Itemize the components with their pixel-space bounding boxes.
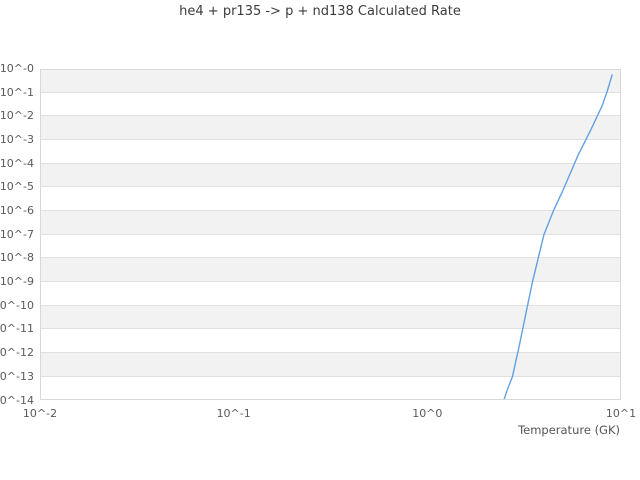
grid-band [40, 328, 621, 353]
gridline [40, 115, 621, 117]
y-tick-label: 10^-8 [0, 251, 34, 265]
gridline [40, 210, 621, 212]
grid-band [40, 376, 621, 400]
gridline [40, 139, 621, 141]
gridline [40, 328, 621, 330]
grid-band [40, 257, 621, 282]
y-tick-label: 10^-11 [0, 322, 34, 336]
y-tick-label: 10^-5 [0, 180, 34, 194]
gridline [40, 257, 621, 259]
gridline [40, 281, 621, 283]
rate-curve-line [503, 73, 613, 400]
rate-curve [503, 73, 613, 400]
gridline [40, 375, 621, 377]
x-tick-label: 10^0 [412, 407, 443, 420]
y-tick-label: 10^-0 [0, 62, 34, 75]
grid-band [40, 210, 621, 235]
y-tick-label: 10^-6 [0, 204, 34, 218]
y-tick-label: 10^-4 [0, 156, 34, 170]
grid-band [40, 281, 621, 306]
gridline [40, 91, 621, 93]
grid-band [40, 305, 621, 329]
grid-band [40, 92, 621, 116]
gridline [40, 233, 621, 235]
y-tick-label: 10^-14 [0, 393, 34, 407]
y-tick-label: 10^-12 [0, 346, 34, 360]
y-tick-label: 10^-10 [0, 298, 34, 312]
gridline [40, 304, 621, 306]
plot-area [40, 68, 621, 400]
y-tick-label: 10^-2 [0, 109, 34, 123]
y-tick-label: 10^-3 [0, 133, 34, 147]
x-tick-label: 10^-2 [22, 407, 58, 420]
grid-band [40, 115, 621, 140]
gridline [40, 352, 621, 354]
y-tick-label: 10^-13 [0, 369, 34, 383]
x-tick-label: 10^1 [605, 407, 637, 420]
grid-band [40, 186, 621, 211]
gridline [40, 186, 621, 188]
grid-band [40, 352, 621, 377]
y-tick-label: 10^-7 [0, 227, 34, 241]
y-tick-label: 10^-9 [0, 275, 34, 289]
gridline [40, 162, 621, 164]
x-axis-title: Temperature (GK) [518, 423, 620, 437]
grid-band [40, 139, 621, 164]
chart-title: he4 + pr135 -> p + nd138 Calculated Rate [179, 4, 461, 19]
x-tick-label: 10^-1 [216, 407, 251, 420]
grid-band [40, 163, 621, 187]
grid-band [40, 68, 621, 93]
y-tick-label: 10^-1 [0, 85, 34, 99]
grid-band [40, 234, 621, 258]
